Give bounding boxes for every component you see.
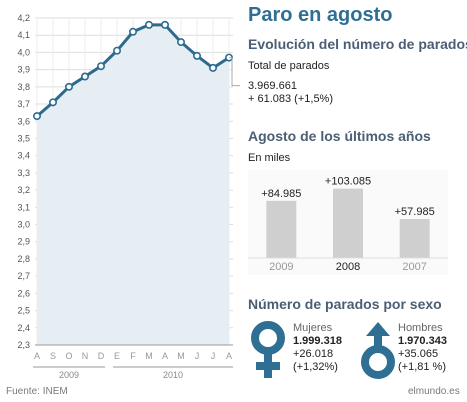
data-point <box>177 38 186 47</box>
bar-category-label: 2008 <box>336 261 360 273</box>
bar <box>266 200 297 258</box>
y-tick-label: 3,6 <box>17 116 30 126</box>
sex-heading: Número de parados por sexo <box>248 296 442 312</box>
women-stats: Mujeres 1.999.318 +26.018 (+1,32%) <box>293 322 342 374</box>
data-point <box>48 98 57 107</box>
bar <box>333 188 363 258</box>
total-label: Total de parados <box>248 60 330 72</box>
men-change: +35.065 <box>398 348 439 360</box>
unemployment-evolution-chart: 2,3 2,4 2,5 2,6 2,7 2,8 2,9 3,0 3,1 3,2 3,3 3,4 3,5 3… <box>17 13 240 380</box>
female-symbol-icon <box>251 321 285 378</box>
callout-connector <box>229 57 240 87</box>
x-tick-label: A <box>34 351 40 361</box>
area-fill <box>37 24 229 345</box>
bar-category-label: 2007 <box>402 261 426 273</box>
men-pct: (+1,81 %) <box>398 361 446 373</box>
y-tick-label: 4,2 <box>17 13 30 23</box>
x-tick-label: A <box>226 351 232 361</box>
site-credit: elmundo.es <box>408 386 460 397</box>
y-tick-label: 3,1 <box>17 202 30 212</box>
x-tick-label: S <box>50 351 56 361</box>
evolution-heading: Evolución del número de parados <box>248 36 467 52</box>
data-point <box>97 62 106 71</box>
y-tick-label: 2,4 <box>17 323 30 333</box>
data-point <box>65 82 74 91</box>
y-tick-label: 3,4 <box>17 151 30 161</box>
data-point <box>161 20 170 29</box>
data-point <box>113 46 122 55</box>
x-tick-label: D <box>98 351 105 361</box>
recent-years-bar-chart: +84.985 2009 +103.085 2008 +57.985 2007 <box>248 170 448 275</box>
y-tick-label: 2,6 <box>17 288 30 298</box>
y-tick-label: 3,7 <box>17 99 30 109</box>
total-change: + 61.083 (+1,5%) <box>248 93 334 105</box>
data-point <box>209 63 218 72</box>
y-tick-label: 2,3 <box>17 340 30 350</box>
y-tick-label: 3,2 <box>17 185 30 195</box>
women-pct: (+1,32%) <box>293 361 338 373</box>
x-tick-label: A <box>162 351 168 361</box>
x-tick-label: M <box>145 351 153 361</box>
data-point <box>129 27 138 36</box>
x-tick-label: M <box>177 351 185 361</box>
men-stats: Hombres 1.970.343 +35.065 (+1,81 %) <box>398 322 447 374</box>
women-change: +26.018 <box>293 348 334 360</box>
y-tick-label: 3,3 <box>17 168 30 178</box>
y-tick-label: 3,8 <box>17 82 30 92</box>
year-group-label: 2010 <box>163 370 183 380</box>
data-point <box>81 72 90 81</box>
y-tick-label: 4,1 <box>17 30 30 40</box>
data-point <box>145 20 154 29</box>
recent-years-heading: Agosto de los últimos años <box>248 128 431 144</box>
bar-value-label: +84.985 <box>261 188 301 200</box>
x-tick-label: N <box>82 351 89 361</box>
bar-value-label: +103.085 <box>325 176 371 188</box>
women-value: 1.999.318 <box>293 335 342 347</box>
x-tick-label: E <box>114 351 120 361</box>
y-tick-label: 3,9 <box>17 65 30 75</box>
y-tick-label: 2,9 <box>17 237 30 247</box>
data-point <box>193 51 202 60</box>
year-group-label: 2009 <box>59 370 79 380</box>
source-note: Fuente: INEM <box>6 386 68 397</box>
bar-category-label: 2009 <box>269 261 293 273</box>
y-tick-label: 3,0 <box>17 220 30 230</box>
men-value: 1.970.343 <box>398 335 447 347</box>
x-tick-label: F <box>130 351 136 361</box>
data-point <box>32 112 41 121</box>
y-tick-label: 2,5 <box>17 306 30 316</box>
x-tick-label: J <box>195 351 200 361</box>
y-tick-label: 4,0 <box>17 47 30 57</box>
y-tick-label: 3,5 <box>17 133 30 143</box>
bar <box>399 218 430 258</box>
unit-label: En miles <box>248 152 291 164</box>
x-tick-label: O <box>65 351 72 361</box>
page-title: Paro en agosto <box>248 4 393 26</box>
bar-value-label: +57.985 <box>395 206 435 218</box>
men-label: Hombres <box>398 322 443 334</box>
women-label: Mujeres <box>293 322 333 334</box>
male-symbol-icon <box>361 322 395 379</box>
y-tick-label: 2,8 <box>17 254 30 264</box>
x-tick-label: J <box>211 351 216 361</box>
y-tick-label: 2,7 <box>17 271 30 281</box>
total-value: 3.969.661 <box>248 80 297 92</box>
